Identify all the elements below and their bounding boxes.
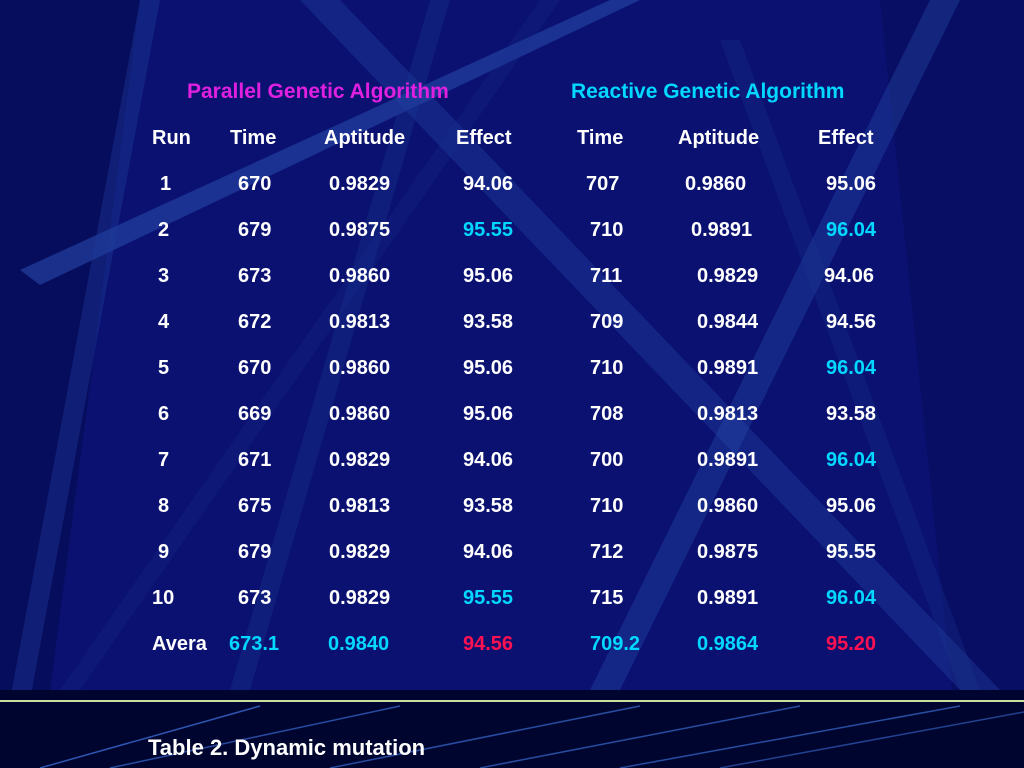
reactive-effect-cell: 94.06	[824, 265, 875, 287]
reactive-algorithm-title: Reactive Genetic Algorithm	[571, 80, 845, 103]
parallel-effect-cell: 93.58	[463, 311, 514, 333]
parallel-effect-cell: 95.06	[463, 403, 514, 425]
parallel-time-cell: 672	[238, 311, 272, 333]
table-caption: Table 2. Dynamic mutation	[148, 735, 426, 760]
run-cell: 6	[158, 403, 170, 425]
reactive-aptitude-cell: 0.9860	[685, 173, 747, 195]
parallel-effect-cell: 94.06	[463, 541, 514, 563]
average-parallel-time: 673.1	[229, 633, 280, 655]
run-cell: 3	[158, 265, 170, 287]
reactive-time-cell: 709	[590, 311, 624, 333]
column-header-effect: Effect	[818, 127, 874, 149]
parallel-effect-cell: 95.06	[463, 265, 514, 287]
reactive-time-cell: 710	[590, 495, 624, 517]
reactive-aptitude-cell: 0.9891	[697, 449, 759, 471]
reactive-effect-cell: 96.04	[826, 449, 877, 471]
reactive-effect-cell: 96.04	[826, 587, 877, 609]
parallel-aptitude-cell: 0.9860	[329, 357, 391, 379]
parallel-aptitude-cell: 0.9829	[329, 449, 391, 471]
run-cell: 7	[158, 449, 170, 471]
parallel-time-cell: 675	[238, 495, 272, 517]
reactive-time-cell: 700	[590, 449, 624, 471]
column-header-aptitude: Aptitude	[678, 127, 760, 149]
reactive-time-cell: 707	[586, 173, 620, 195]
run-cell: 8	[158, 495, 170, 517]
column-header-aptitude: Aptitude	[324, 127, 406, 149]
reactive-effect-cell: 95.06	[826, 173, 877, 195]
run-cell: 2	[158, 219, 170, 241]
parallel-effect-cell: 93.58	[463, 495, 514, 517]
parallel-time-cell: 670	[238, 357, 272, 379]
reactive-effect-cell: 93.58	[826, 403, 877, 425]
parallel-time-cell: 673	[238, 587, 272, 609]
column-header-run: Run	[152, 127, 191, 149]
average-label: Avera	[152, 633, 207, 655]
parallel-time-cell: 671	[238, 449, 272, 471]
reactive-time-cell: 715	[590, 587, 624, 609]
reactive-time-cell: 711	[590, 265, 623, 287]
run-cell: 5	[158, 357, 170, 379]
parallel-aptitude-cell: 0.9813	[329, 495, 391, 517]
reactive-effect-cell: 96.04	[826, 357, 877, 379]
average-reactive-aptitude: 0.9864	[697, 633, 759, 655]
parallel-effect-cell: 95.55	[463, 219, 514, 241]
parallel-effect-cell: 94.06	[463, 173, 514, 195]
run-cell: 9	[158, 541, 170, 563]
reactive-time-cell: 710	[590, 357, 624, 379]
average-reactive-effect: 95.20	[826, 633, 877, 655]
reactive-aptitude-cell: 0.9891	[691, 219, 753, 241]
parallel-time-cell: 679	[238, 219, 272, 241]
reactive-time-cell: 710	[590, 219, 624, 241]
reactive-time-cell: 712	[590, 541, 624, 563]
reactive-aptitude-cell: 0.9844	[697, 311, 759, 333]
reactive-aptitude-cell: 0.9829	[697, 265, 759, 287]
run-cell: 10	[152, 587, 175, 609]
parallel-aptitude-cell: 0.9860	[329, 265, 391, 287]
reactive-effect-cell: 94.56	[826, 311, 877, 333]
column-header-time: Time	[577, 127, 624, 149]
parallel-effect-cell: 95.55	[463, 587, 514, 609]
parallel-effect-cell: 94.06	[463, 449, 514, 471]
average-parallel-aptitude: 0.9840	[328, 633, 390, 655]
reactive-aptitude-cell: 0.9891	[697, 357, 759, 379]
parallel-effect-cell: 95.06	[463, 357, 514, 379]
parallel-algorithm-title: Parallel Genetic Algorithm	[187, 80, 449, 103]
parallel-time-cell: 673	[238, 265, 272, 287]
parallel-aptitude-cell: 0.9829	[329, 173, 391, 195]
parallel-aptitude-cell: 0.9875	[329, 219, 391, 241]
reactive-aptitude-cell: 0.9860	[697, 495, 759, 517]
average-reactive-time: 709.2	[590, 633, 641, 655]
reactive-aptitude-cell: 0.9891	[697, 587, 759, 609]
reactive-effect-cell: 96.04	[826, 219, 877, 241]
reactive-effect-cell: 95.06	[826, 495, 877, 517]
column-header-time: Time	[230, 127, 277, 149]
parallel-aptitude-cell: 0.9813	[329, 311, 391, 333]
reactive-effect-cell: 95.55	[826, 541, 877, 563]
parallel-time-cell: 669	[238, 403, 272, 425]
reactive-time-cell: 708	[590, 403, 624, 425]
column-header-effect: Effect	[456, 127, 512, 149]
parallel-time-cell: 670	[238, 173, 272, 195]
parallel-aptitude-cell: 0.9829	[329, 541, 391, 563]
parallel-aptitude-cell: 0.9829	[329, 587, 391, 609]
run-cell: 1	[160, 173, 172, 195]
parallel-time-cell: 679	[238, 541, 272, 563]
reactive-aptitude-cell: 0.9875	[697, 541, 759, 563]
parallel-aptitude-cell: 0.9860	[329, 403, 391, 425]
reactive-aptitude-cell: 0.9813	[697, 403, 759, 425]
average-parallel-effect: 94.56	[463, 633, 514, 655]
run-cell: 4	[158, 311, 170, 333]
